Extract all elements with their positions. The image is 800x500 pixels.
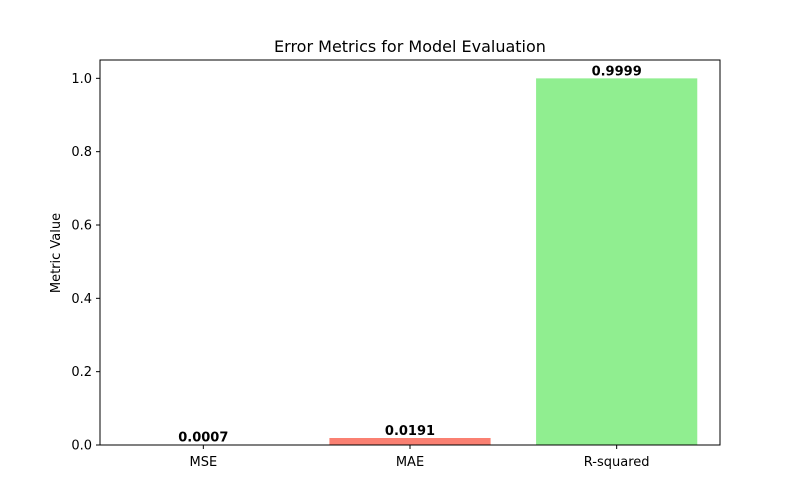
value-label-mse: 0.0007 bbox=[178, 431, 228, 446]
x-axis-ticks: MSE MAE R-squared bbox=[189, 445, 650, 470]
plot-area-frame bbox=[99, 59, 721, 446]
y-tick-label: 0.6 bbox=[71, 219, 92, 234]
y-tick-label: 0.2 bbox=[71, 365, 92, 380]
bar-r-squared bbox=[536, 78, 698, 446]
bars-layer bbox=[122, 78, 698, 446]
x-tick-label: MSE bbox=[189, 455, 217, 470]
y-axis-label: Metric Value bbox=[49, 213, 64, 293]
value-labels-layer: 0.0007 0.0191 0.9999 bbox=[178, 64, 642, 445]
x-tick-label: MAE bbox=[396, 455, 424, 470]
y-tick-label: 1.0 bbox=[71, 72, 92, 87]
bar-mae bbox=[329, 438, 491, 445]
x-tick-label: R-squared bbox=[584, 455, 650, 470]
y-tick-label: 0.8 bbox=[71, 145, 92, 160]
y-axis-ticks: 0.0 0.2 0.4 0.6 0.8 1.0 bbox=[71, 72, 100, 454]
value-label-mae: 0.0191 bbox=[385, 424, 435, 439]
y-tick-label: 0.0 bbox=[71, 439, 92, 454]
value-label-r-squared: 0.9999 bbox=[592, 64, 642, 79]
chart-title: Error Metrics for Model Evaluation bbox=[274, 37, 546, 56]
y-tick-label: 0.4 bbox=[71, 292, 92, 307]
